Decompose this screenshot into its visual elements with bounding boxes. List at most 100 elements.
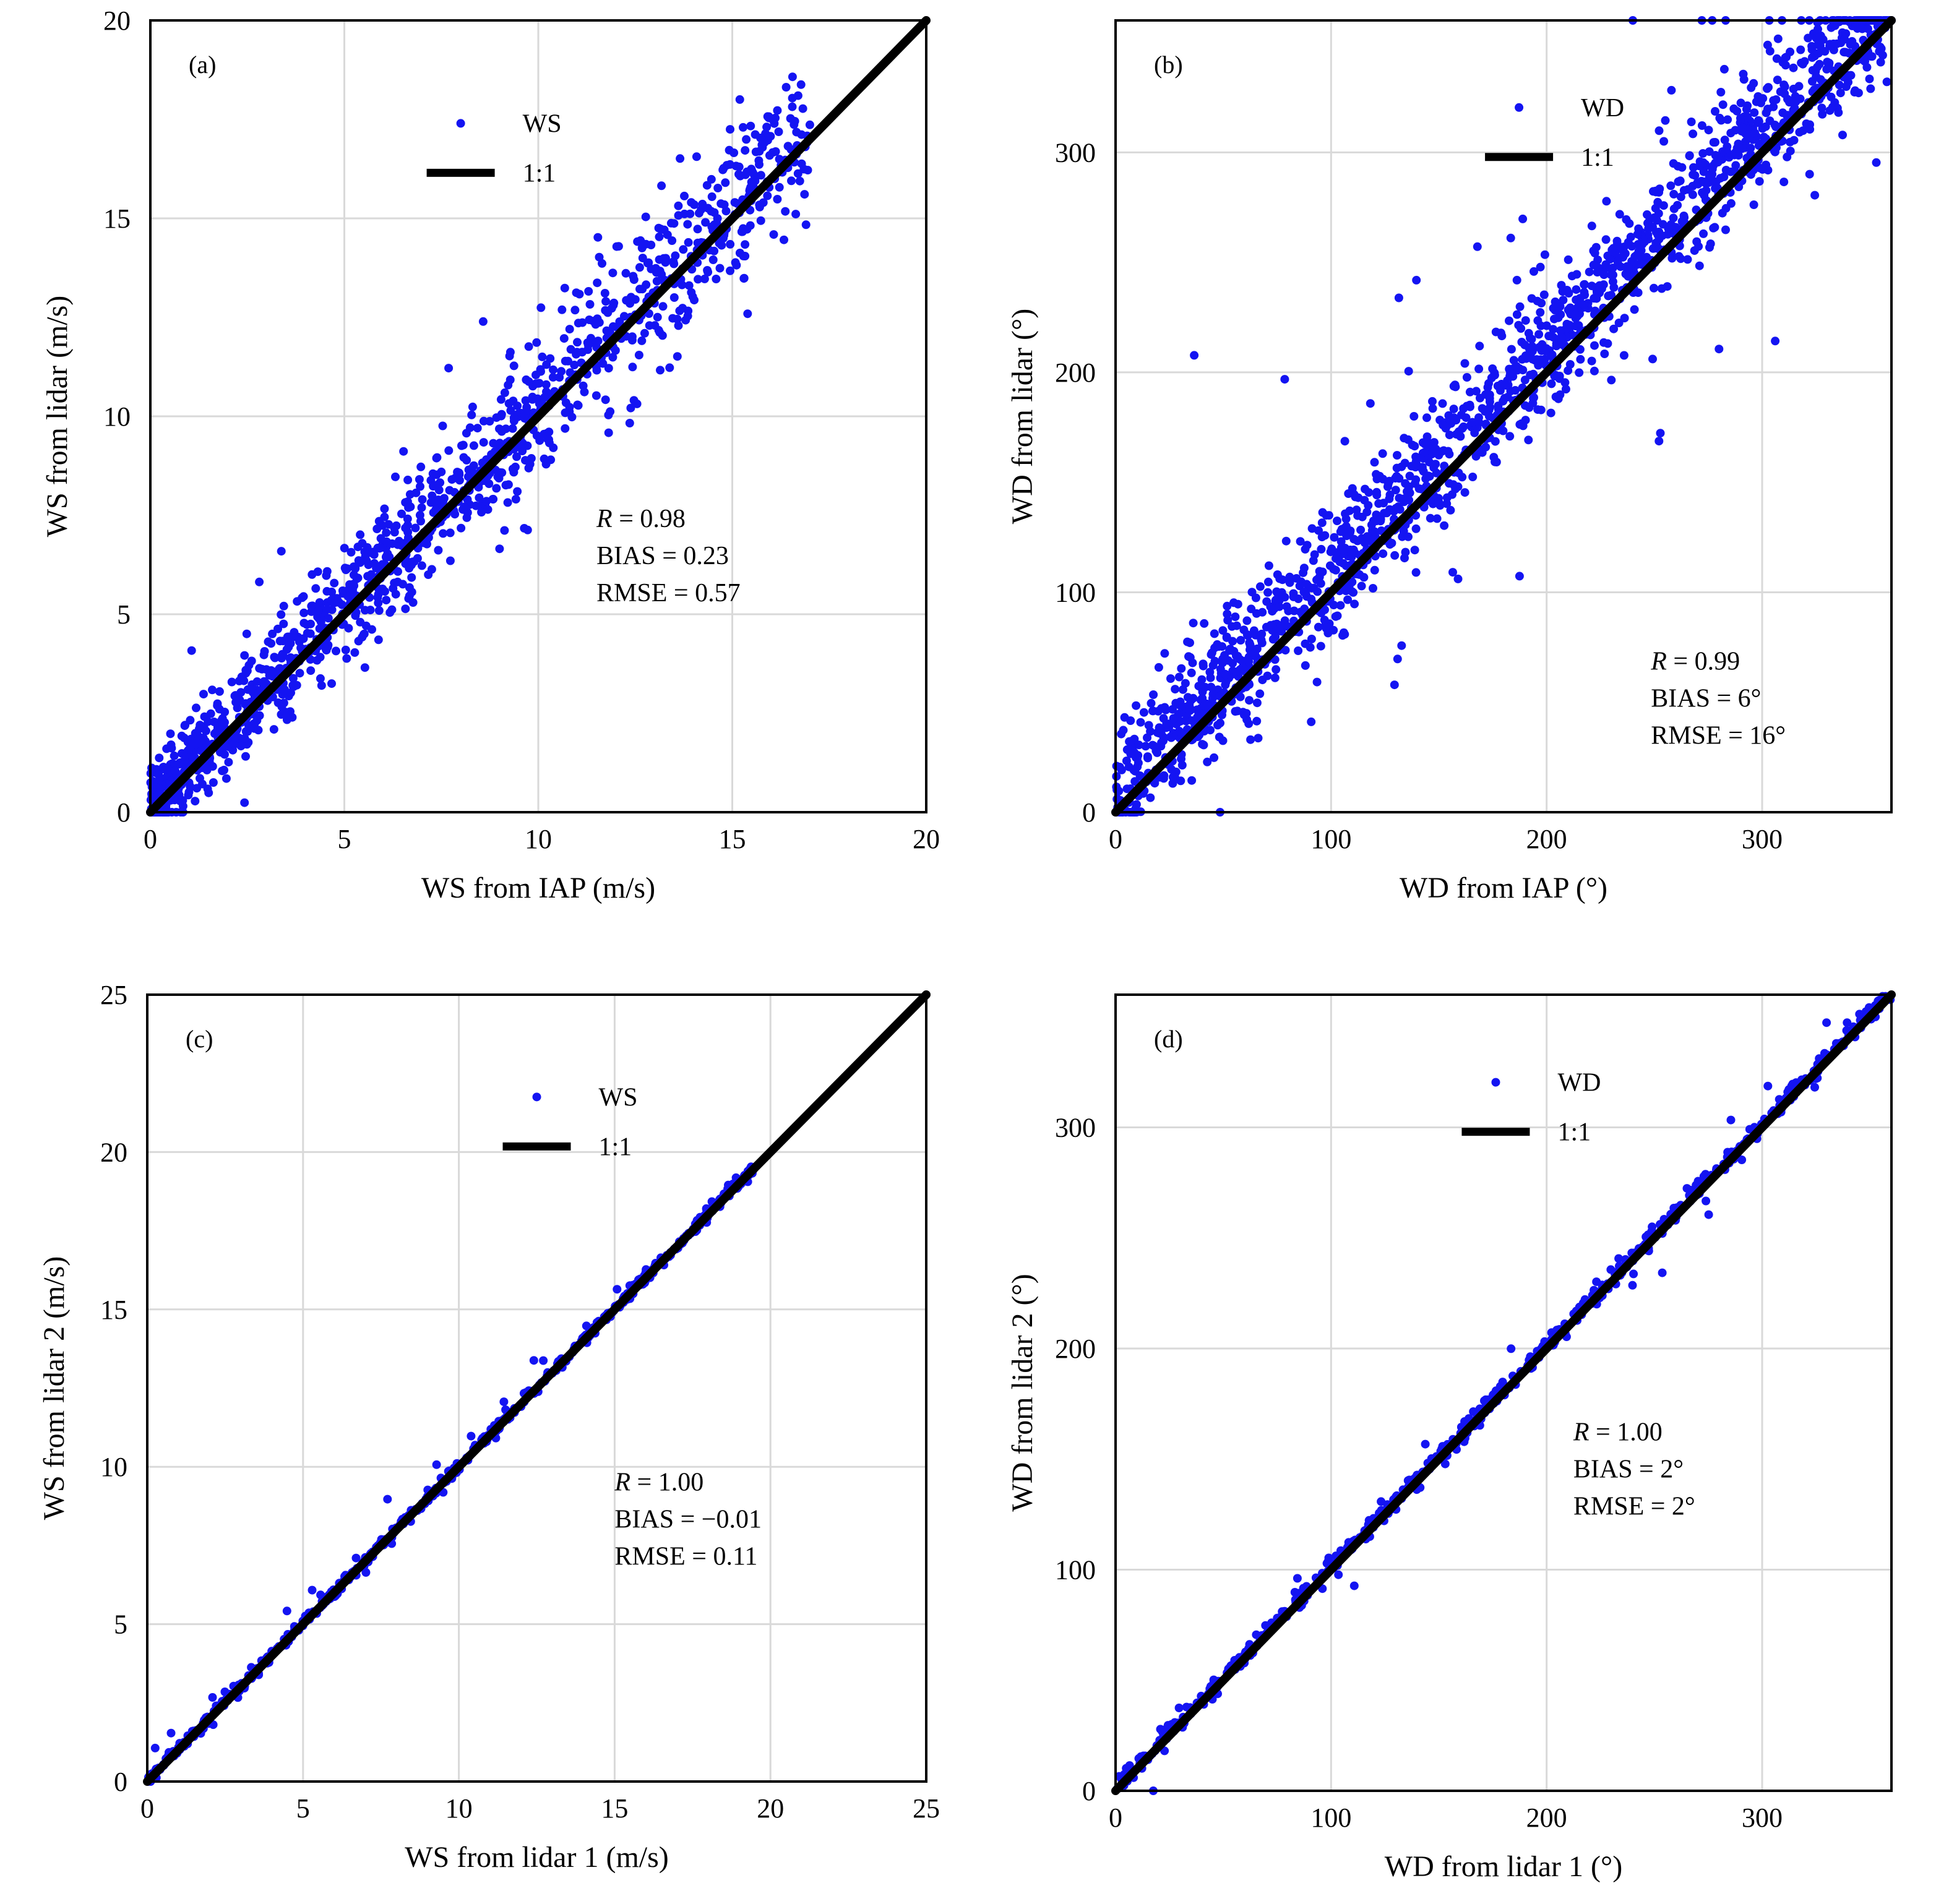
scatter-point [1129, 765, 1138, 774]
scatter-point [255, 664, 264, 673]
scatter-point [1236, 692, 1245, 701]
x-tick-label: 15 [601, 1793, 628, 1824]
scatter-point [734, 162, 744, 171]
scatter-point [1794, 82, 1804, 91]
scatter-point [614, 242, 623, 251]
legend-point-marker [1515, 103, 1524, 112]
scatter-point [416, 517, 425, 526]
scatter-point [240, 798, 249, 807]
scatter-point [1348, 577, 1357, 586]
scatter-point [445, 528, 455, 538]
scatter-point [316, 674, 325, 683]
one-to-one-line-path [1111, 16, 1896, 817]
scatter-point [1210, 753, 1219, 762]
scatter-point [416, 482, 424, 491]
scatter-point [1210, 656, 1220, 666]
scatter-point [382, 537, 391, 546]
scatter-point [1356, 525, 1366, 534]
stat-r-value: = 1.00 [630, 1468, 703, 1496]
scatter-point [478, 317, 488, 326]
scatter-point [1505, 364, 1514, 374]
scatter-point [1650, 283, 1658, 293]
scatter-point [658, 302, 668, 311]
scatter-point [762, 122, 772, 132]
scatter-point [1343, 595, 1353, 604]
scatter-point [1457, 410, 1466, 419]
scatter-point [603, 308, 613, 317]
scatter-point [1649, 187, 1658, 196]
scatter-point [477, 508, 486, 517]
scatter-point [1364, 501, 1373, 510]
scatter-point [1338, 631, 1347, 640]
scatter-point [1554, 394, 1563, 403]
scatter-point [1615, 210, 1624, 219]
scatter-point [1242, 630, 1252, 639]
scatter-point [559, 334, 569, 343]
scatter-point [1710, 223, 1719, 232]
scatter-point [356, 530, 365, 539]
scatter-point [1188, 658, 1197, 667]
scatter-point [1699, 229, 1708, 238]
scatter-point [1699, 167, 1708, 176]
scatter-point [1633, 288, 1643, 298]
scatter-point [462, 455, 471, 465]
scatter-point [1795, 127, 1804, 137]
y-tick-label: 15 [103, 204, 131, 234]
scatter-point [1208, 693, 1217, 703]
scatter-point [1518, 366, 1528, 375]
scatter-point [560, 283, 569, 293]
plot-frame [1114, 19, 1893, 813]
scatter-point [203, 784, 212, 794]
scatter-point [801, 220, 811, 229]
scatter-point [403, 475, 413, 484]
stats-annotation: R = 0.98 BIAS = 0.23 RMSE = 0.57 [596, 505, 741, 607]
scatter-point [1218, 710, 1226, 719]
panel-c: 0 5 10 15 20 25 0 5 10 15 20 25 WS from lidar 1 (m… [38, 980, 940, 1874]
scatter-point [1242, 709, 1251, 718]
scatter-point [191, 797, 200, 806]
scatter-point [712, 275, 721, 283]
scatter-point [1193, 713, 1202, 722]
scatter-point [629, 396, 639, 405]
scatter-point [186, 782, 195, 791]
scatter-point [241, 752, 250, 761]
scatter-point [1654, 234, 1664, 244]
scatter-point [1281, 536, 1291, 546]
scatter-point [703, 266, 712, 275]
scatter-point [1149, 690, 1158, 699]
scatter-point [1505, 316, 1513, 325]
scatter-point [541, 380, 551, 389]
scatter-point [457, 441, 466, 450]
scatter-point [356, 558, 364, 567]
legend: WS 1:1 [426, 109, 562, 187]
scatter-point [385, 552, 394, 562]
scatter-point [540, 454, 549, 463]
scatter-point [1512, 362, 1521, 371]
scatter-point [1698, 149, 1708, 158]
scatter-point [1736, 114, 1745, 123]
scatter-point [1122, 745, 1132, 754]
scatter-point [1393, 451, 1401, 460]
stat-r-symbol: R [1573, 1418, 1590, 1447]
scatter-point [1132, 701, 1141, 710]
scatter-point [267, 666, 276, 675]
scatter-point [1149, 741, 1158, 750]
scatter-point [1296, 537, 1305, 546]
panel-label: (d) [1154, 1025, 1183, 1053]
scatter-point [1689, 129, 1698, 139]
x-tick-labels: 0 5 10 15 20 [144, 824, 940, 854]
scatter-point [389, 584, 398, 593]
scatter-point [1168, 773, 1177, 782]
one-to-one-line [1111, 990, 1896, 1795]
scatter-point [1693, 178, 1702, 187]
scatter-point [1810, 1083, 1819, 1092]
scatter-point [1507, 1344, 1516, 1353]
scatter-point [1533, 296, 1542, 306]
scatter-point [573, 400, 582, 410]
scatter-point [798, 104, 807, 113]
scatter-point [224, 758, 233, 767]
scatter-point [1711, 107, 1719, 116]
scatter-point [791, 210, 801, 219]
scatter-point [1332, 554, 1341, 563]
scatter-point [535, 436, 544, 445]
